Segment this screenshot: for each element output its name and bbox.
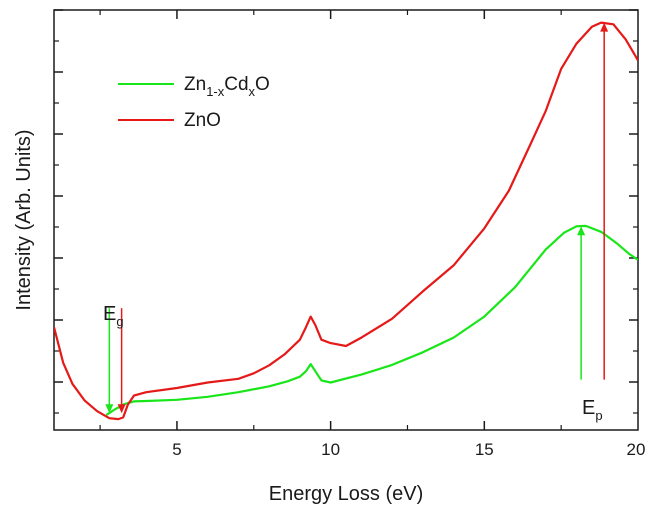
annotation-arrow-head-3 (600, 22, 609, 32)
annotation-arrow-head-0 (105, 404, 114, 414)
legend-label-znCdO: Zn1-xCdxO (184, 74, 270, 99)
y-axis-ticks (54, 9, 638, 414)
x-tick-label-15: 15 (475, 440, 494, 459)
legend-label-zno: ZnO (184, 110, 221, 131)
annotation-arrow-head-1 (117, 404, 126, 414)
annotation-arrow-head-2 (577, 226, 586, 236)
plot-frame (53, 9, 639, 431)
x-tick-label-10: 10 (321, 440, 340, 459)
series-layer (54, 21, 638, 421)
x-tick-label-20: 20 (627, 440, 646, 459)
series-zn-cd-o (105, 224, 638, 416)
x-axis-ticks: 5 10 15 20 (99, 10, 646, 459)
x-axis-title: Energy Loss (eV) (269, 483, 424, 505)
annotation-ep: Ep (582, 397, 603, 423)
series-zno (54, 21, 638, 421)
x-tick-label-5: 5 (172, 440, 181, 459)
annotation-eg: Eg (103, 303, 124, 329)
annotation-arrows (105, 22, 609, 414)
legend: Zn1-xCdxO ZnO (118, 74, 270, 131)
y-axis-title: Intensity (Arb. Units) (13, 129, 35, 310)
